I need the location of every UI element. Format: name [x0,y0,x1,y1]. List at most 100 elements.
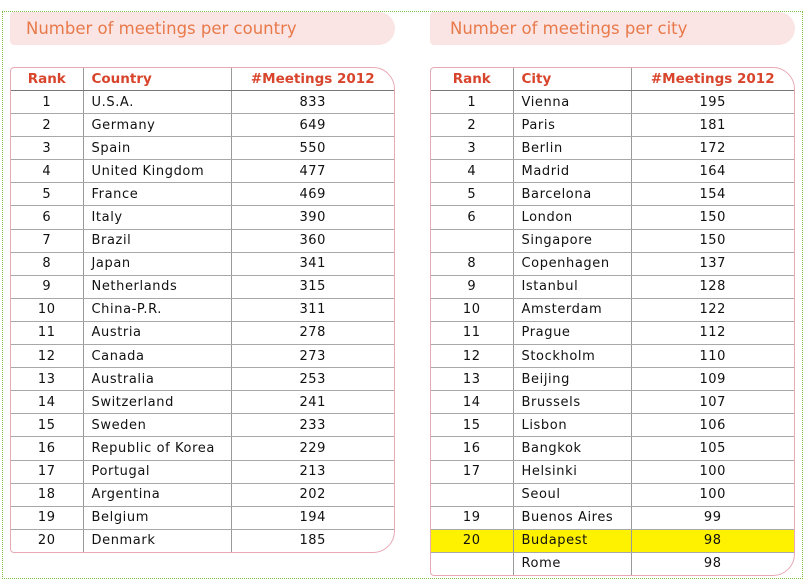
meetings-cell: 110 [631,344,794,369]
meetings-cell: 106 [631,413,794,438]
meetings-cell: 112 [631,321,794,346]
meetings-cell: 253 [231,367,394,392]
rank-cell: 12 [11,344,84,369]
meetings-cell: 109 [631,367,794,392]
country-cell: Switzerland [83,390,232,415]
country-cell: Spain [83,136,232,161]
rank-cell: 18 [11,483,84,507]
table-row: 16 Bangkok 105 [431,436,794,461]
rank-cell: 11 [431,321,514,346]
meetings-cell: 172 [631,136,794,161]
rank-cell: 9 [11,275,84,299]
table-row: 14 Brussels 107 [431,390,794,415]
table-row: 3 Berlin 172 [431,136,794,161]
table-row: 10 Amsterdam 122 [431,298,794,322]
country-cell: Germany [83,113,232,138]
city-panel-title: Number of meetings per city [430,12,795,45]
country-cell: Canada [83,344,232,369]
rank-header: Rank [431,68,514,91]
country-cell: Argentina [83,483,232,507]
city-panel: Number of meetings per city Rank City #M… [430,12,795,576]
rank-cell: 4 [11,159,84,184]
table-row: 17 Portugal 213 [11,460,394,484]
city-table-wrapper: Rank City #Meetings 2012 1 Vienna 195 2 Pari… [430,67,795,576]
table-row: 11 Prague 112 [431,321,794,346]
rank-cell: 16 [431,436,514,461]
table-row: 8 Copenhagen 137 [431,252,794,276]
city-cell: Stockholm [513,344,632,369]
table-row: 13 Australia 253 [11,367,394,392]
city-cell: Seoul [513,483,632,507]
meetings-cell: 164 [631,159,794,184]
city-table: Rank City #Meetings 2012 1 Vienna 195 2 Pari… [431,68,794,575]
rank-cell: 9 [431,275,514,299]
meetings-cell: 202 [231,483,394,507]
meetings-cell: 649 [231,113,394,138]
meetings-cell: 150 [631,205,794,230]
meetings-cell: 98 [631,529,794,553]
meetings-cell: 100 [631,460,794,484]
table-row: 12 Stockholm 110 [431,344,794,369]
table-row: 17 Helsinki 100 [431,460,794,484]
table-row-highlighted: 20 Budapest 98 [431,529,794,553]
meetings-cell: 181 [631,113,794,138]
country-cell: Japan [83,252,232,276]
rank-cell: 15 [431,413,514,438]
meetings-cell: 229 [231,436,394,461]
meetings-cell: 315 [231,275,394,299]
rank-cell: 7 [11,229,84,253]
page-frame [2,11,803,579]
country-cell: Australia [83,367,232,392]
meetings-cell: 469 [231,182,394,207]
city-header: City [513,68,632,91]
rank-cell: 13 [11,367,84,392]
rank-cell: 4 [431,159,514,184]
rank-cell: 15 [11,413,84,438]
table-row: 6 Italy 390 [11,205,394,230]
city-cell: Beijing [513,367,632,392]
city-cell: Buenos Aires [513,506,632,530]
table-row: 9 Netherlands 315 [11,275,394,299]
city-cell: Brussels [513,390,632,415]
country-table-header: Rank Country #Meetings 2012 [11,68,394,91]
table-row: 19 Buenos Aires 99 [431,506,794,530]
meetings-cell: 122 [631,298,794,322]
country-cell: Denmark [83,529,232,552]
country-cell: U.S.A. [83,90,232,115]
rank-cell [431,229,514,253]
meetings-header: #Meetings 2012 [631,68,794,91]
city-table-header: Rank City #Meetings 2012 [431,68,794,91]
meetings-cell: 311 [231,298,394,322]
table-row: 15 Sweden 233 [11,413,394,438]
meetings-cell: 150 [631,229,794,253]
country-cell: Brazil [83,229,232,253]
table-row: Singapore 150 [431,229,794,253]
rank-cell: 19 [11,506,84,530]
country-cell: Netherlands [83,275,232,299]
rank-cell: 19 [431,506,514,530]
meetings-cell: 241 [231,390,394,415]
table-row: 5 France 469 [11,182,394,207]
meetings-cell: 128 [631,275,794,299]
meetings-cell: 213 [231,460,394,484]
table-row: 12 Canada 273 [11,344,394,369]
rank-cell: 12 [431,344,514,369]
table-row: 1 U.S.A. 833 [11,90,394,115]
meetings-cell: 390 [231,205,394,230]
meetings-cell: 833 [231,90,394,115]
meetings-header: #Meetings 2012 [231,68,394,91]
country-panel: Number of meetings per country Rank Coun… [10,12,395,553]
table-row: 6 London 150 [431,205,794,230]
meetings-cell: 194 [231,506,394,530]
country-panel-title: Number of meetings per country [10,12,395,45]
city-cell: Barcelona [513,182,632,207]
table-row: 8 Japan 341 [11,252,394,276]
country-cell: France [83,182,232,207]
city-cell: Singapore [513,229,632,253]
city-cell: Lisbon [513,413,632,438]
rank-header: Rank [11,68,84,91]
table-row: 16 Republic of Korea 229 [11,436,394,461]
country-cell: United Kingdom [83,159,232,184]
table-row: 9 Istanbul 128 [431,275,794,299]
country-cell: Belgium [83,506,232,530]
